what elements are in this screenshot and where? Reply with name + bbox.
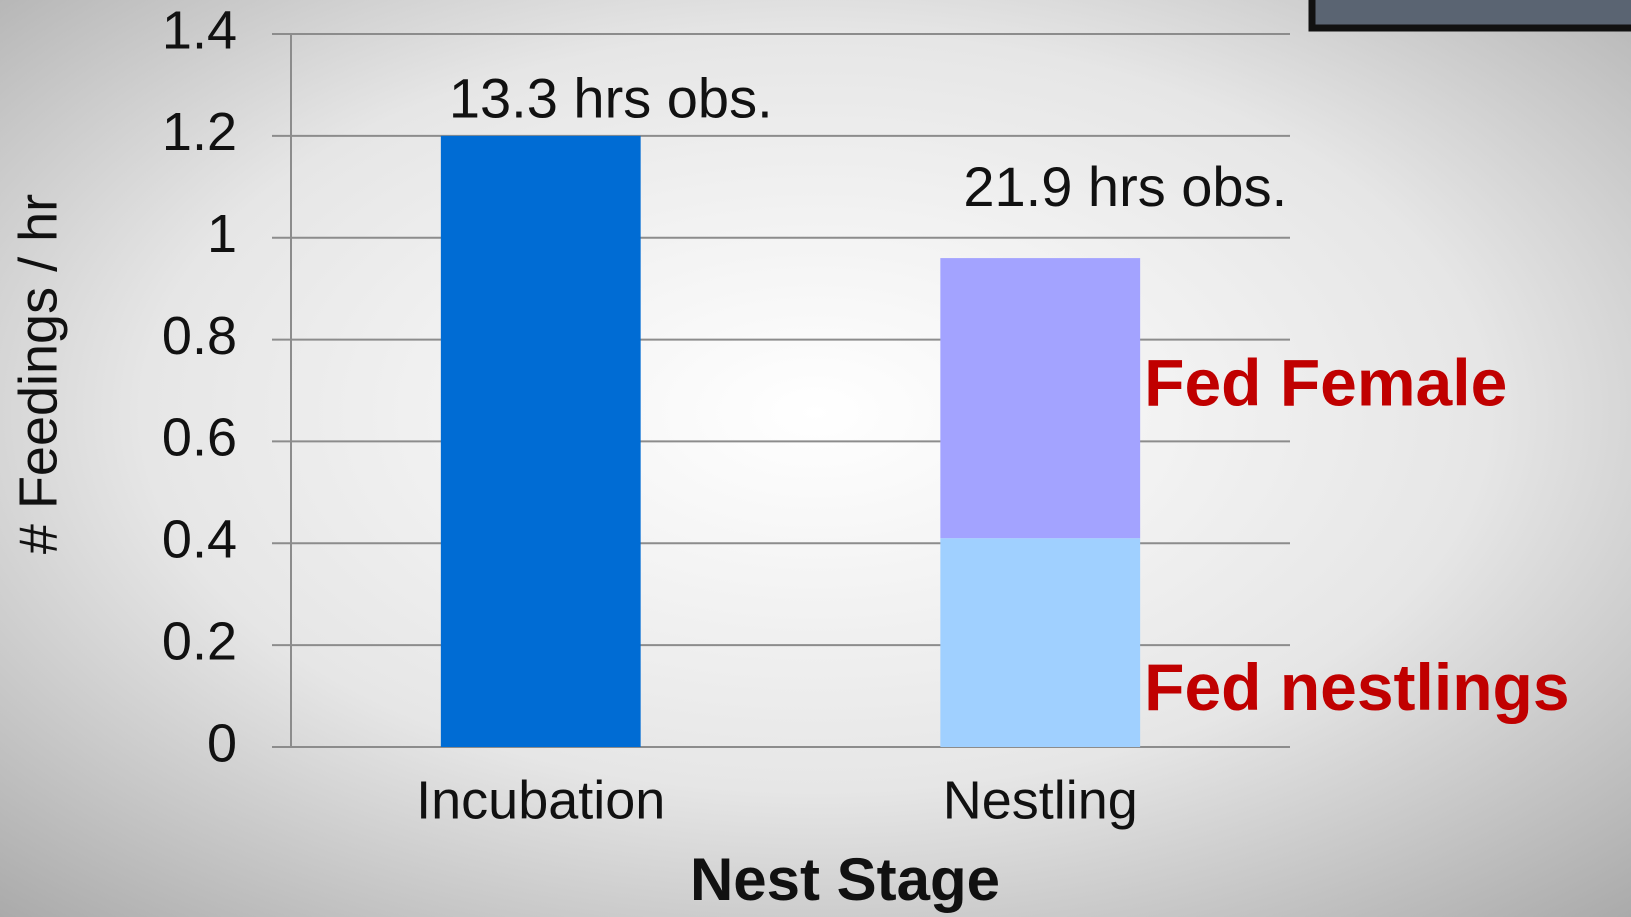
photo-frame (1308, 0, 1631, 32)
y-tick-label: 0.4 (162, 510, 237, 570)
annotation: 21.9 hrs obs. (963, 155, 1287, 218)
legend-label: Fed Female (1144, 346, 1507, 420)
y-axis-title: # Feedings / hr (8, 194, 68, 554)
y-tick-label: 1.4 (162, 0, 237, 60)
y-tick-label: 0.6 (162, 408, 237, 468)
bar-segment (440, 135, 641, 747)
legend-label: Fed nestlings (1144, 650, 1569, 724)
bar-segment (940, 538, 1141, 747)
y-tick-label: 0.2 (162, 611, 237, 671)
bar-segment (940, 258, 1141, 539)
x-axis-title: Nest Stage (690, 846, 1000, 913)
y-tick-label: 1.2 (162, 102, 237, 162)
annotation: 13.3 hrs obs. (449, 67, 773, 130)
y-tick-label: 1 (207, 204, 237, 264)
x-tick-label: Nestling (943, 770, 1138, 830)
y-tick-label: 0 (207, 713, 237, 773)
x-tick-label: Incubation (416, 770, 665, 830)
y-tick-label: 0.8 (162, 306, 237, 366)
